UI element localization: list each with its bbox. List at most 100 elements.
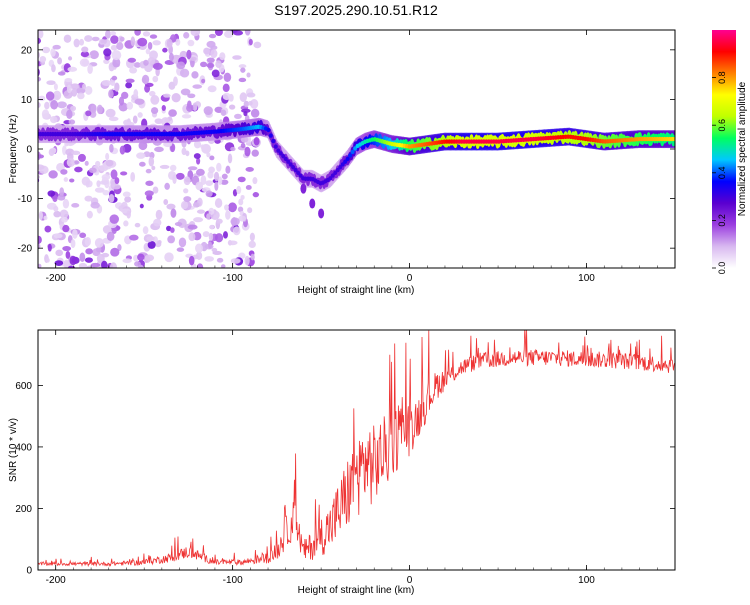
snr-panel: -200 -100 0 100 0 200 400 600 Height of straig… [8, 329, 676, 596]
heatmap-noise-cell [171, 92, 181, 103]
heatmap-noise-cell [241, 108, 251, 113]
heatmap-noise-cell [195, 168, 205, 176]
heatmap-noise-cell [150, 95, 160, 105]
heatmap-noise-cell [215, 60, 222, 69]
heatmap-noise-cell [232, 189, 238, 197]
heatmap-noise-cell [38, 68, 40, 77]
heatmap-noise-cell [196, 209, 206, 214]
heatmap-noise-cell [109, 143, 114, 153]
heatmap-noise-cell [96, 180, 101, 188]
heatmap-noise-cell [52, 90, 62, 101]
heatmap-noise-cell [206, 62, 215, 69]
heatmap-ridge-core [343, 159, 348, 164]
heatmap-noise-cell [89, 50, 99, 60]
heatmap-noise-cell [134, 30, 141, 36]
spectrogram-y-tick-label: -20 [18, 244, 33, 255]
spectrogram-x-ticks: -200 -100 0 100 [37, 30, 676, 284]
heatmap-noise-cell [94, 237, 104, 248]
heatmap-noise-cell [105, 152, 110, 161]
heatmap-noise-cell [147, 241, 156, 249]
heatmap-noise-cell [227, 202, 237, 213]
heatmap-ridge-core [276, 148, 281, 153]
heatmap-noise-cell [63, 177, 69, 182]
spectrogram-x-tick-label: -200 [46, 273, 66, 284]
heatmap-noise-cell [22, 209, 28, 219]
heatmap-noise-cell [111, 50, 122, 61]
heatmap-noise-cell [48, 148, 55, 156]
heatmap-noise-cell [32, 183, 36, 189]
heatmap-noise-cell [63, 34, 72, 43]
spectrogram-y-tick-label: 10 [21, 95, 33, 106]
spectrogram-x-tick-label: 0 [407, 273, 413, 284]
heatmap-noise-cell [152, 62, 163, 70]
snr-y-tick-label: 400 [15, 442, 32, 453]
heatmap-noise-cell [142, 31, 151, 37]
heatmap-noise-cell [152, 75, 159, 83]
heatmap-noise-cell [230, 258, 241, 264]
heatmap-noise-cell [95, 247, 102, 253]
heatmap-noise-cell [45, 91, 55, 101]
heatmap-noise-cell [112, 57, 121, 68]
heatmap-noise-cell [253, 136, 260, 146]
heatmap-noise-cell [84, 160, 89, 166]
heatmap-noise-cell [26, 227, 35, 233]
heatmap-noise-cell [24, 236, 32, 242]
heatmap-noise-cell [84, 195, 93, 202]
heatmap-noise-cell [228, 104, 236, 110]
heatmap-noise-cell [174, 221, 183, 227]
heatmap-noise-cell [159, 164, 170, 169]
heatmap-noise-cell [183, 32, 190, 39]
heatmap-noise-cell [203, 106, 213, 116]
heatmap-noise-cell [133, 89, 139, 98]
heatmap-noise-cell [168, 109, 177, 117]
heatmap-noise-cell [223, 30, 234, 38]
heatmap-noise-cell [245, 166, 254, 172]
colorbar-label: Normalized spectral amplitude [737, 81, 748, 216]
heatmap-noise-cell [67, 66, 78, 72]
heatmap-branch-cell [318, 208, 325, 219]
heatmap-noise-cell [180, 88, 191, 96]
heatmap-noise-cell [86, 210, 93, 219]
heatmap-noise-cell [163, 93, 171, 98]
heatmap-noise-cell [50, 100, 59, 110]
heatmap-ridge-core [268, 133, 273, 138]
heatmap-noise-cell [172, 174, 177, 185]
heatmap-noise-cell [238, 198, 244, 206]
heatmap-noise-cell [44, 225, 52, 233]
heatmap-noise-cell [244, 146, 251, 157]
heatmap-noise-cell [57, 57, 63, 65]
heatmap-noise-cell [90, 104, 97, 114]
heatmap-noise-cell [247, 207, 253, 214]
heatmap-noise-cell [187, 166, 198, 171]
heatmap-noise-cell [110, 169, 118, 180]
heatmap-noise-cell [45, 257, 50, 263]
colorbar-tick-label: 0.4 [717, 167, 727, 180]
heatmap-noise-cell [222, 83, 230, 93]
heatmap-noise-cell [248, 38, 253, 46]
heatmap-ridge-core [348, 153, 353, 158]
heatmap-branch-cell [309, 198, 316, 209]
heatmap-noise-cell [183, 188, 189, 194]
heatmap-noise-cell [32, 234, 38, 240]
heatmap-noise-cell [142, 226, 149, 235]
heatmap-noise-cell [22, 231, 30, 240]
heatmap-noise-cell [78, 262, 88, 268]
heatmap-noise-cell [138, 141, 148, 151]
heatmap-noise-cell [49, 115, 58, 124]
snr-plot-area [38, 330, 675, 570]
heatmap-noise-cell [90, 262, 101, 268]
heatmap-noise-cell [216, 162, 222, 172]
heatmap-noise-cell [200, 175, 207, 186]
heatmap-noise-cell [211, 247, 218, 253]
heatmap-noise-cell [154, 146, 164, 153]
heatmap-noise-cell [145, 48, 151, 55]
heatmap-noise-cell [47, 243, 52, 252]
heatmap-noise-cell [237, 206, 244, 213]
heatmap-noise-cell [192, 84, 203, 89]
heatmap-noise-cell [163, 199, 169, 205]
heatmap-noise-cell [43, 215, 48, 221]
heatmap-noise-cell [227, 240, 238, 246]
heatmap-noise-cell [230, 146, 236, 152]
chart-title: S197.2025.290.10.51.R12 [274, 2, 438, 18]
heatmap-noise-cell [22, 222, 31, 227]
